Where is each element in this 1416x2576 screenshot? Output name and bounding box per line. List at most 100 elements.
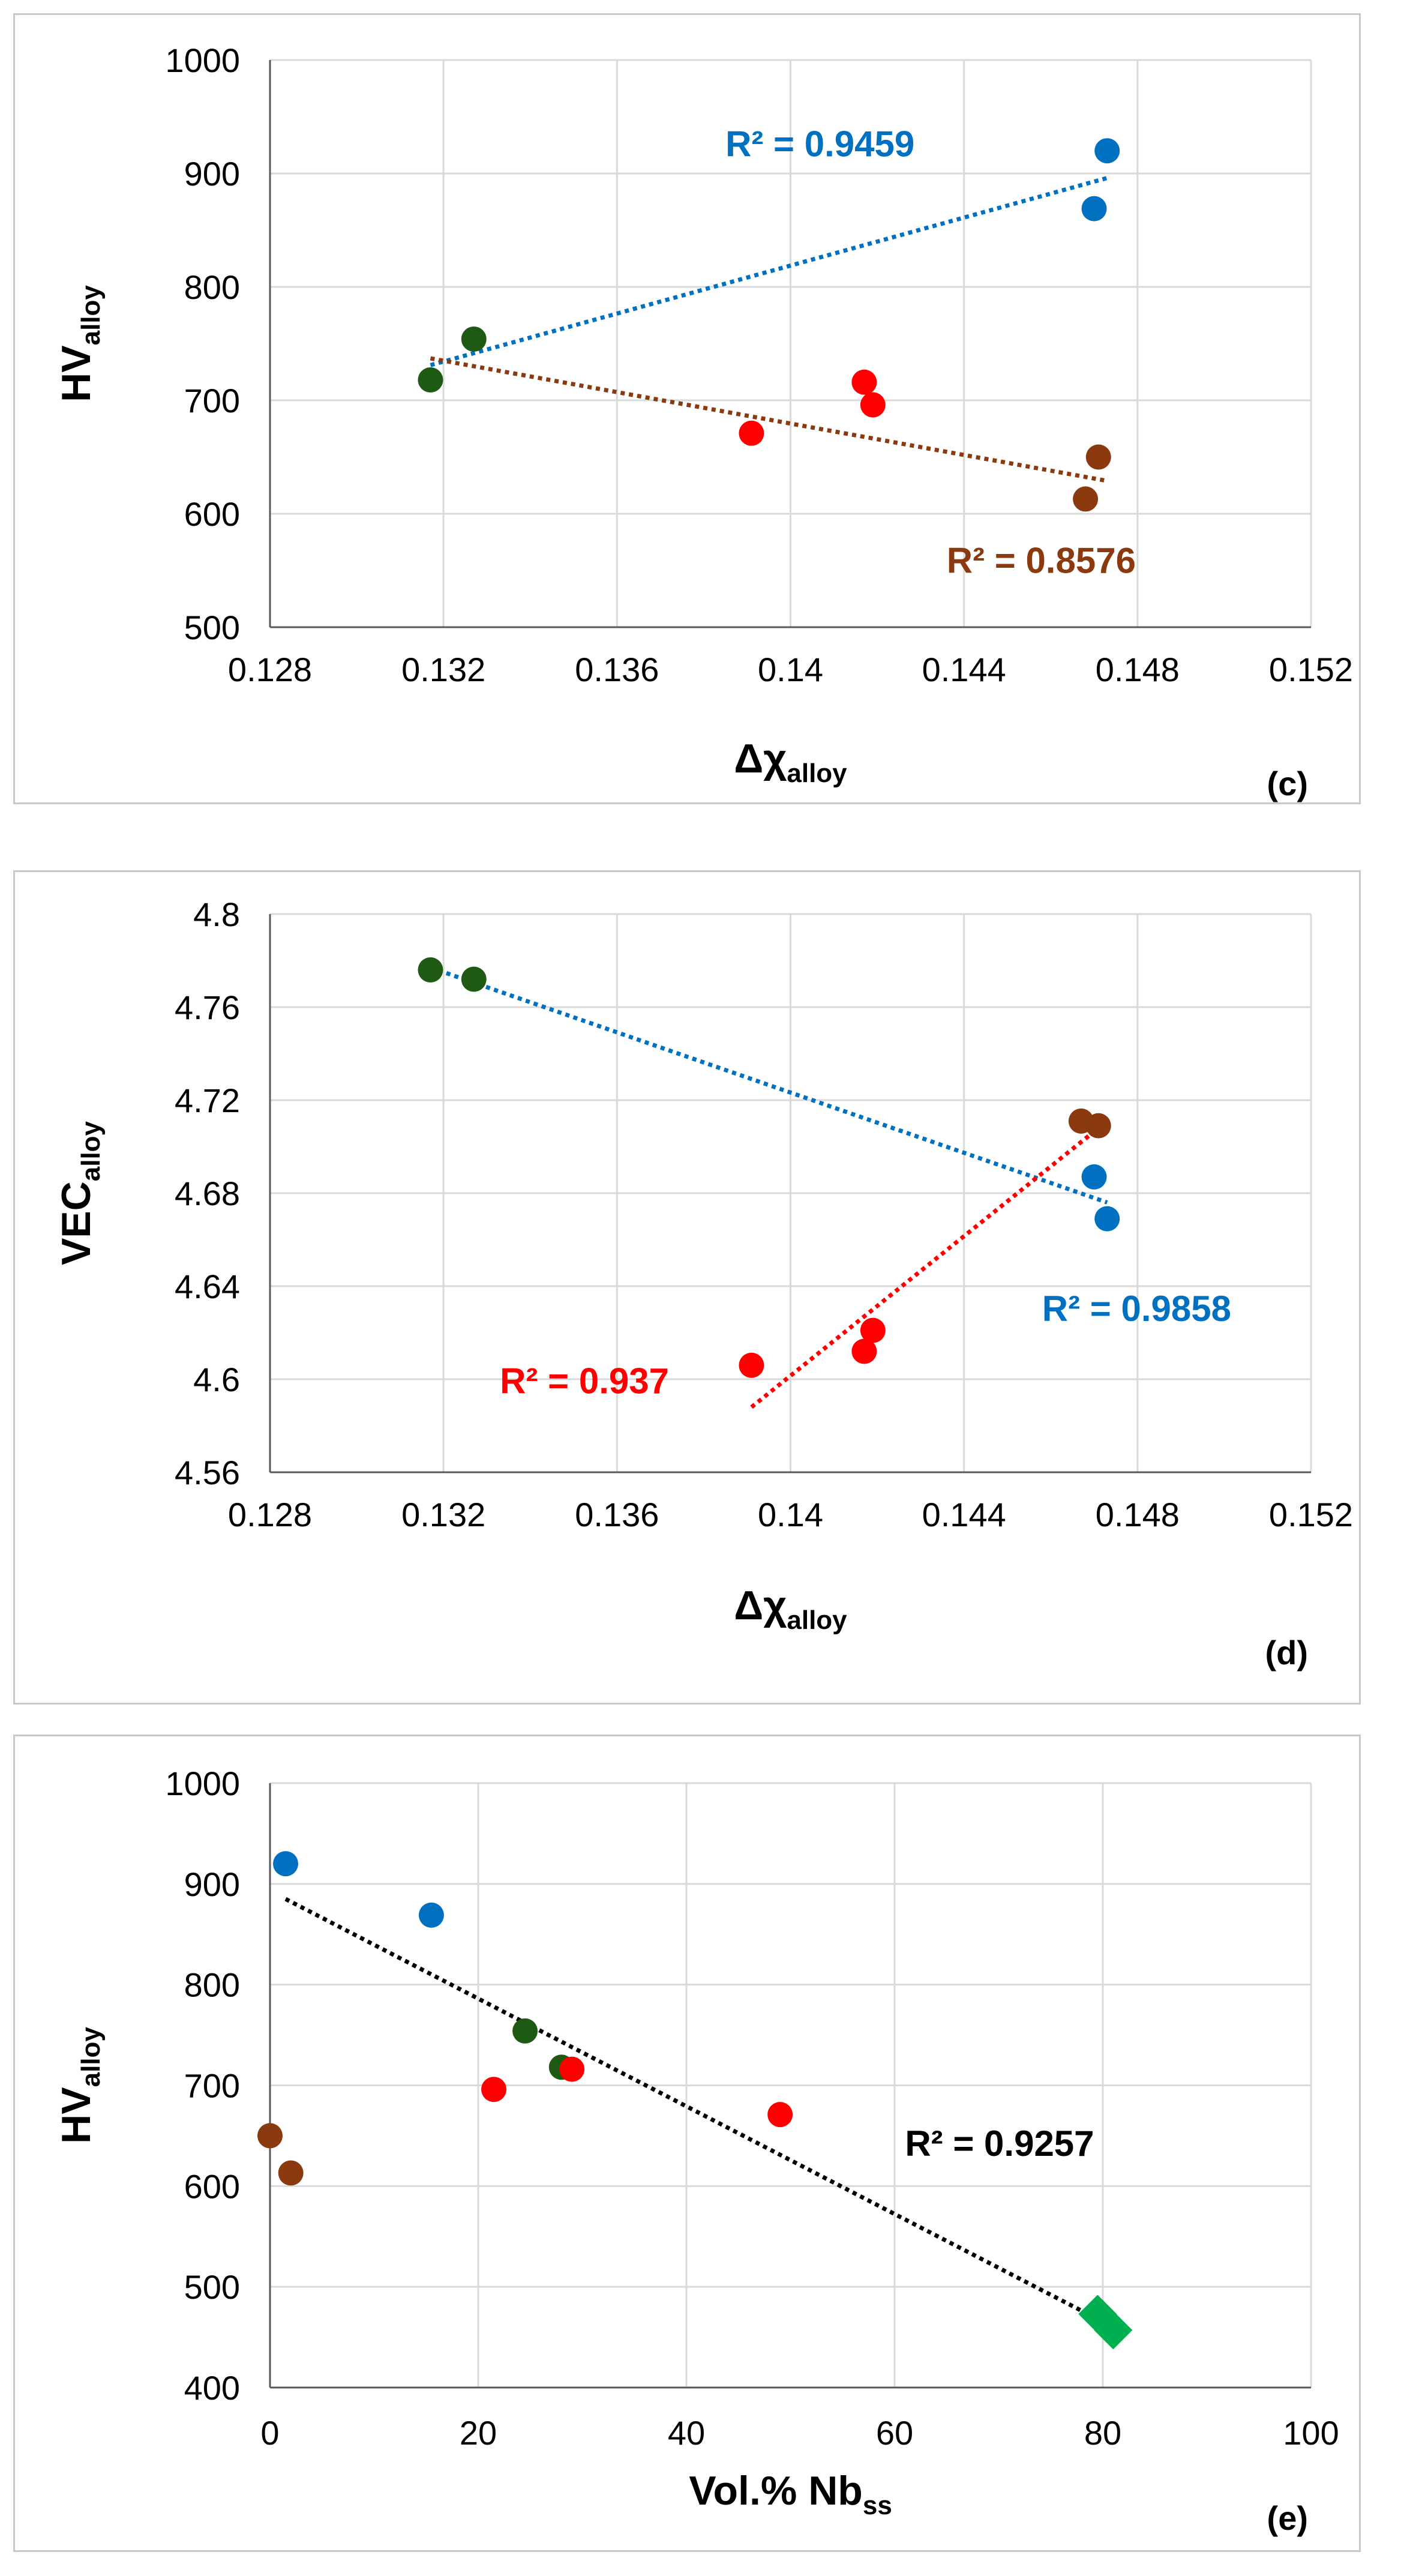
y-axis-title-main: VEC bbox=[53, 1181, 99, 1265]
trendline bbox=[430, 965, 1108, 1205]
chart-d-svg: 0.128 0.132 0.136 0.14 0.144 0.148 0.152 4.56 4.… bbox=[53, 895, 1353, 1672]
x-tick-label: 20 bbox=[460, 2414, 497, 2452]
y-tick-label: 800 bbox=[184, 1966, 240, 2004]
data-point bbox=[418, 1902, 444, 1928]
x-tick-label: 0.136 bbox=[575, 1496, 659, 1533]
trendline bbox=[430, 176, 1108, 367]
x-tick-label: 0.14 bbox=[758, 1496, 823, 1533]
x-tick-label: 0 bbox=[260, 2414, 279, 2452]
y-tick-label: 1000 bbox=[165, 1765, 240, 1802]
chart-panel-e: 0 20 40 60 80 100 400 500 600 700 800 900 1000 R² = 0… bbox=[13, 1735, 1361, 2552]
y-tick-label: 4.8 bbox=[193, 895, 240, 933]
x-axis-title-subscript: ss bbox=[863, 2491, 892, 2520]
x-tick-label: 60 bbox=[876, 2414, 913, 2452]
data-point bbox=[739, 420, 764, 446]
y-axis-title: VECalloy bbox=[53, 1121, 106, 1265]
chart-c-svg: 0.128 0.132 0.136 0.14 0.144 0.148 0.152 500 600… bbox=[53, 41, 1353, 802]
y-tick-label: 500 bbox=[184, 609, 240, 646]
chart-e-svg: 0 20 40 60 80 100 400 500 600 700 800 900 1000 R² = 0… bbox=[53, 1765, 1339, 2537]
y-tick-label: 700 bbox=[184, 2067, 240, 2105]
y-axis-title-main: HV bbox=[53, 2087, 99, 2143]
x-axis-title-main: Δχ bbox=[734, 1583, 787, 1628]
y-tick-label: 900 bbox=[184, 1865, 240, 1903]
data-point bbox=[1081, 1164, 1107, 1190]
chart-panel-c: 0.128 0.132 0.136 0.14 0.144 0.148 0.152 500 600… bbox=[13, 13, 1361, 804]
data-point bbox=[767, 2102, 793, 2128]
y-axis-title-main: HV bbox=[53, 345, 99, 402]
y-axis-title: HValloy bbox=[53, 2027, 106, 2144]
data-point bbox=[860, 392, 886, 418]
r-squared-label: R² = 0.9257 bbox=[905, 2123, 1094, 2164]
y-axis-title-subscript: alloy bbox=[76, 1121, 106, 1181]
y-axis-title: HValloy bbox=[53, 285, 106, 402]
x-tick-label: 100 bbox=[1283, 2414, 1339, 2452]
x-tick-label: 80 bbox=[1084, 2414, 1121, 2452]
y-tick-label: 4.72 bbox=[175, 1082, 240, 1119]
trendline bbox=[750, 1126, 1100, 1409]
x-axis-title-subscript: alloy bbox=[787, 759, 847, 788]
data-point bbox=[461, 966, 487, 992]
x-axis-title-main: Vol.% Nb bbox=[689, 2468, 863, 2514]
x-tick-label: 0.144 bbox=[922, 651, 1006, 688]
data-point bbox=[278, 2160, 304, 2186]
r-squared-label: R² = 0.9459 bbox=[725, 124, 914, 164]
data-point bbox=[273, 1851, 299, 1877]
y-tick-label: 600 bbox=[184, 495, 240, 533]
data-point bbox=[257, 2123, 283, 2149]
data-point bbox=[851, 1338, 877, 1364]
panel-label: (c) bbox=[1267, 765, 1308, 802]
y-tick-label: 4.64 bbox=[175, 1268, 240, 1305]
y-tick-label: 900 bbox=[184, 155, 240, 193]
y-axis-title-subscript: alloy bbox=[76, 285, 106, 346]
data-point bbox=[1085, 1113, 1111, 1139]
y-tick-label: 4.68 bbox=[175, 1175, 240, 1212]
y-tick-label: 1000 bbox=[165, 41, 240, 79]
r-squared-label: R² = 0.8576 bbox=[947, 540, 1136, 580]
panel-label: (e) bbox=[1267, 2499, 1308, 2537]
data-point bbox=[1094, 138, 1120, 164]
y-tick-label: 4.6 bbox=[193, 1361, 240, 1398]
trendline bbox=[430, 356, 1108, 483]
y-tick-label: 400 bbox=[184, 2369, 240, 2407]
x-tick-label: 0.128 bbox=[228, 651, 312, 688]
x-axis-title-subscript: alloy bbox=[787, 1605, 847, 1635]
data-point bbox=[418, 367, 443, 393]
data-point bbox=[559, 2056, 585, 2082]
x-tick-label: 0.132 bbox=[401, 1496, 485, 1533]
x-tick-label: 0.152 bbox=[1269, 651, 1353, 688]
x-axis-title-main: Δχ bbox=[734, 736, 787, 781]
x-axis-title: Vol.% Nbss bbox=[689, 2468, 892, 2520]
data-point bbox=[512, 2018, 538, 2044]
y-axis-title-subscript: alloy bbox=[76, 2027, 106, 2087]
data-point bbox=[461, 326, 487, 352]
data-point bbox=[1085, 444, 1111, 470]
y-tick-label: 700 bbox=[184, 382, 240, 420]
x-axis-title: Δχalloy bbox=[734, 736, 847, 788]
data-point bbox=[481, 2077, 507, 2102]
data-point bbox=[1073, 486, 1099, 512]
x-tick-label: 0.152 bbox=[1269, 1496, 1353, 1533]
x-tick-label: 0.128 bbox=[228, 1496, 312, 1533]
x-tick-label: 0.136 bbox=[575, 651, 659, 688]
data-point-diamond bbox=[1094, 2311, 1133, 2350]
data-point bbox=[1081, 196, 1107, 221]
data-point bbox=[1094, 1206, 1120, 1232]
y-tick-label: 4.56 bbox=[175, 1454, 240, 1491]
y-tick-label: 4.76 bbox=[175, 989, 240, 1026]
r-squared-label: R² = 0.937 bbox=[500, 1361, 669, 1401]
x-tick-label: 40 bbox=[668, 2414, 705, 2452]
data-point bbox=[418, 957, 443, 983]
panel-label: (d) bbox=[1265, 1634, 1308, 1672]
y-tick-label: 800 bbox=[184, 268, 240, 306]
x-axis-title: Δχalloy bbox=[734, 1583, 847, 1635]
y-tick-label: 600 bbox=[184, 2167, 240, 2205]
x-tick-label: 0.148 bbox=[1096, 651, 1180, 688]
data-point bbox=[739, 1352, 764, 1378]
r-squared-label: R² = 0.9858 bbox=[1042, 1289, 1231, 1329]
trendline bbox=[284, 1897, 1114, 2329]
x-tick-label: 0.144 bbox=[922, 1496, 1006, 1533]
x-tick-label: 0.14 bbox=[758, 651, 823, 688]
x-tick-label: 0.148 bbox=[1096, 1496, 1180, 1533]
y-tick-label: 500 bbox=[184, 2268, 240, 2306]
data-point bbox=[851, 369, 877, 395]
